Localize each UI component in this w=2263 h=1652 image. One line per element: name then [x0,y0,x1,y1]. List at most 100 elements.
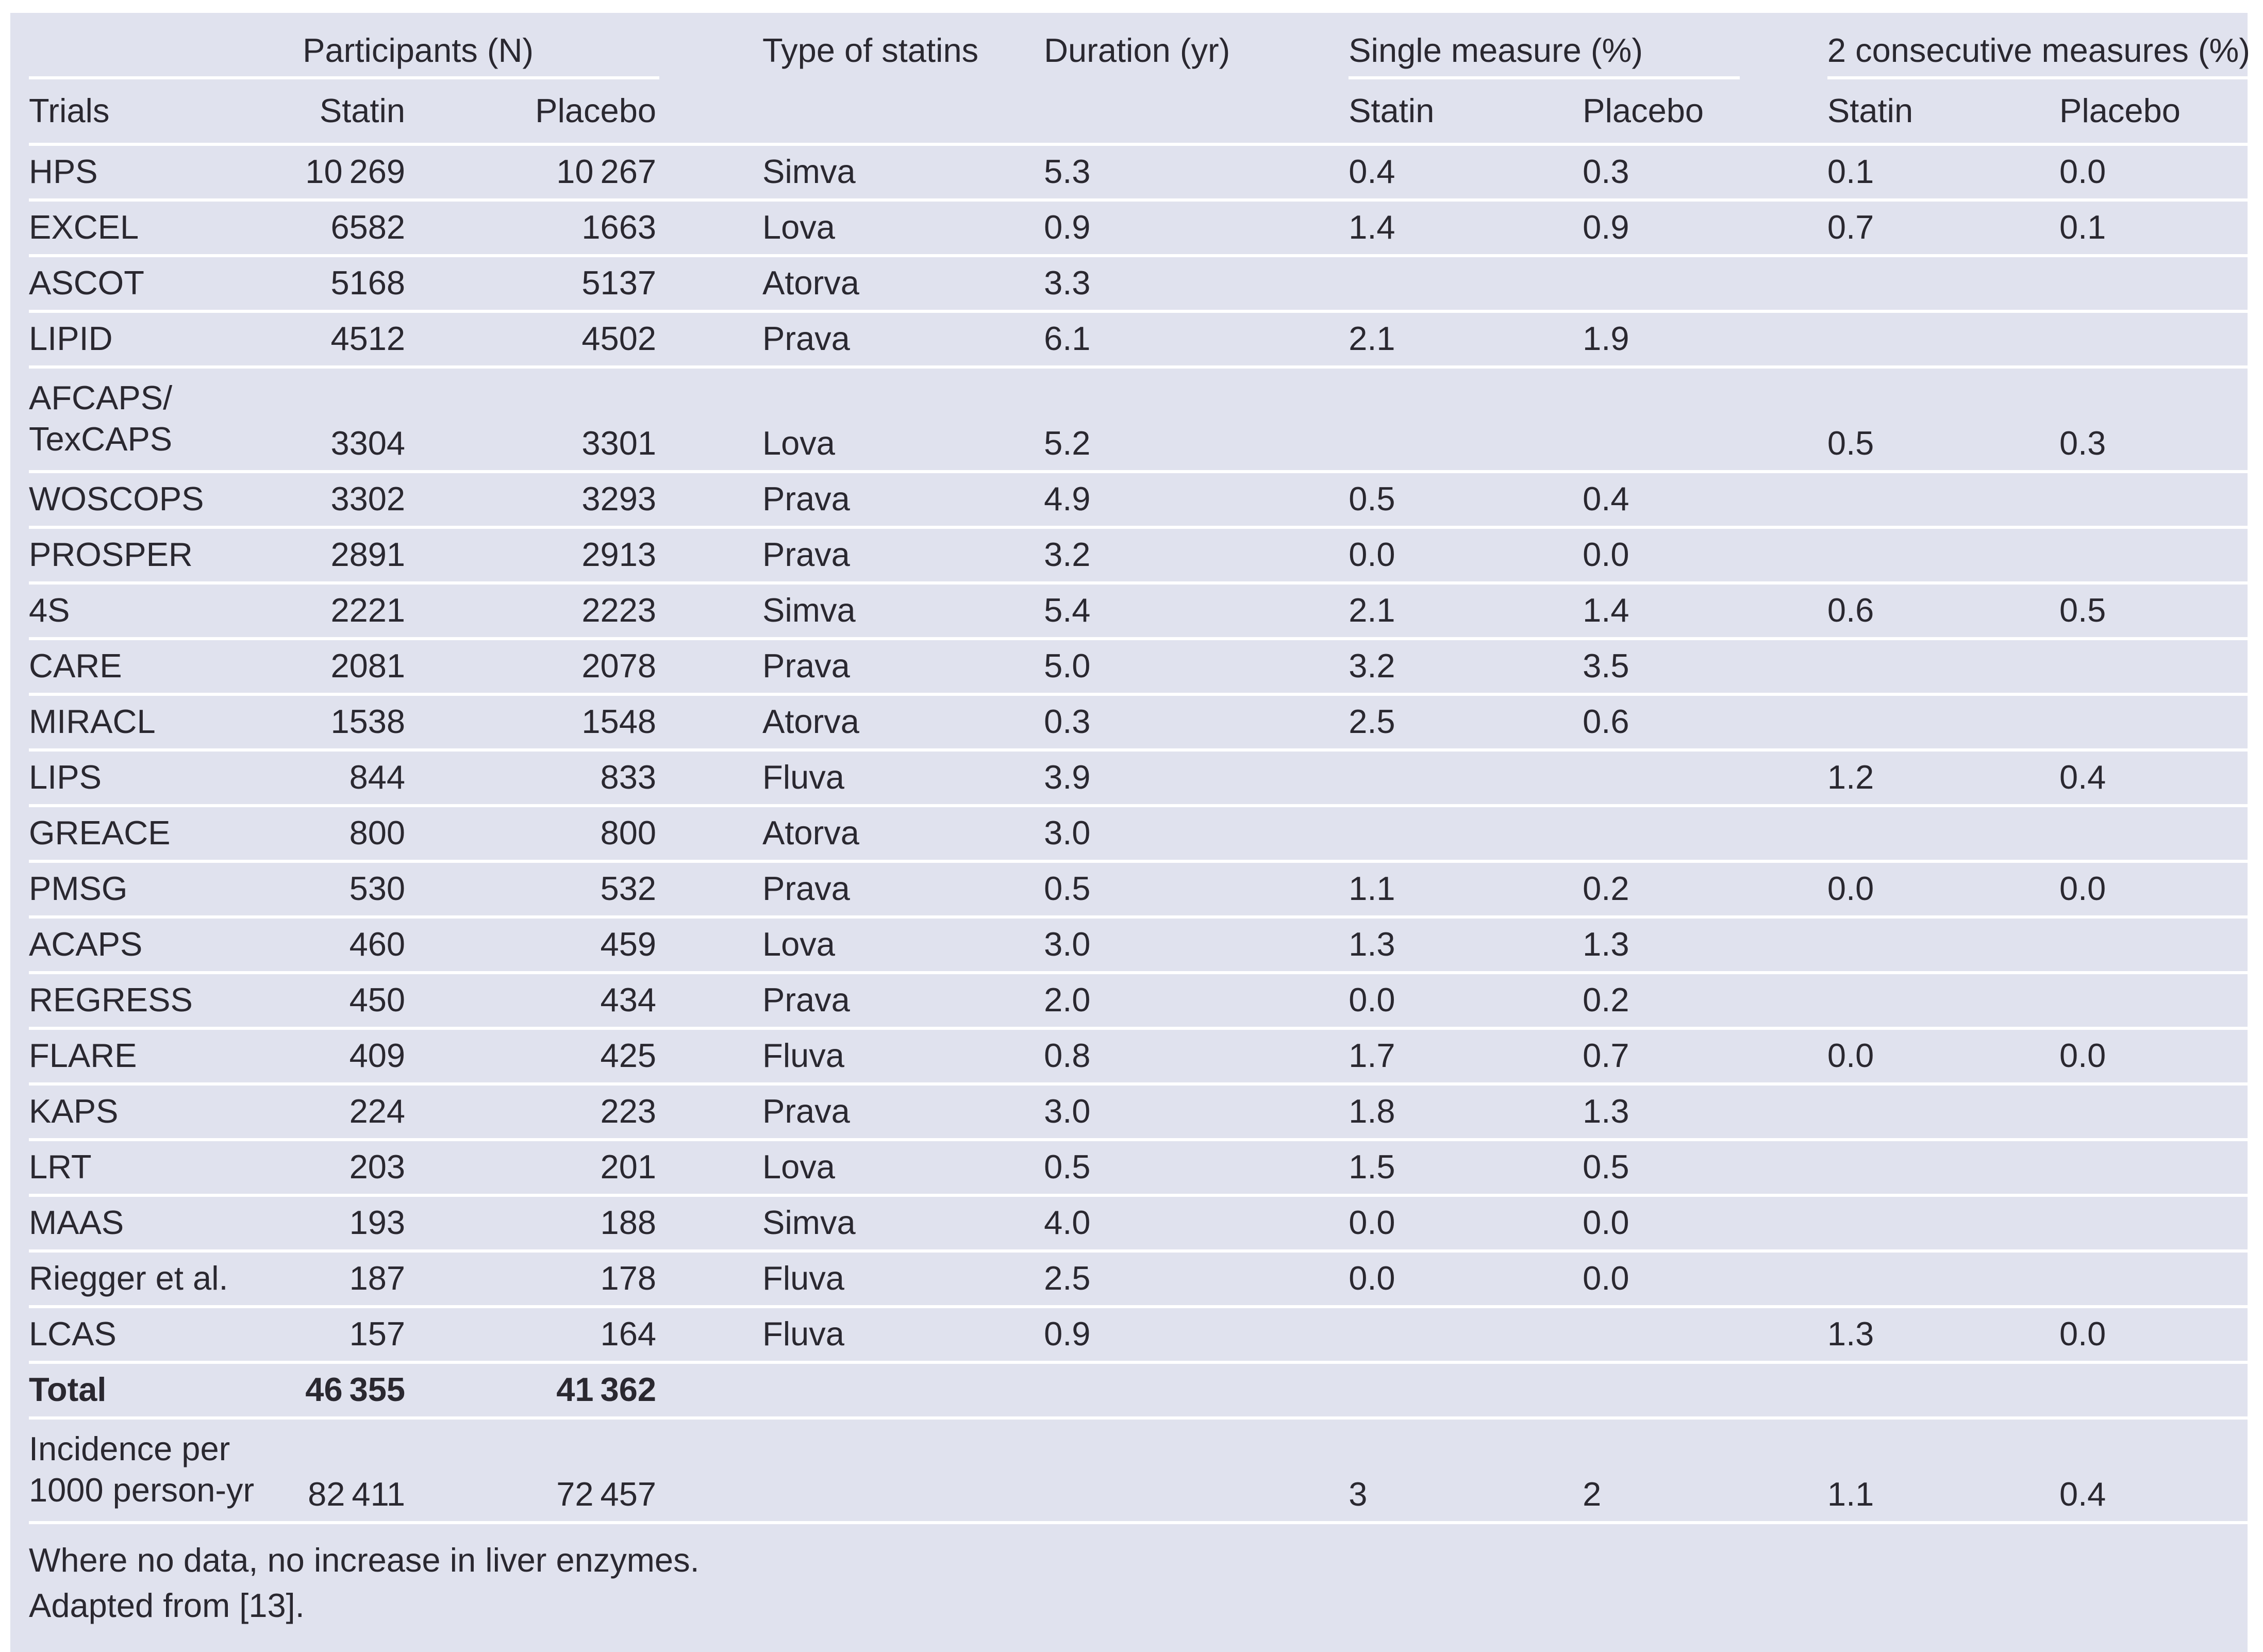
trial-name: LIPID [29,320,113,357]
consecutive-measures-placebo [2049,1197,2248,1249]
participants-statin: 187 [349,1259,406,1297]
table-row: Total 46 355 41 362 [10,1364,2248,1416]
duration-years: 5.0 [1044,647,1091,685]
trial-name: WOSCOPS [29,480,204,518]
participants-placebo: 3301 [581,424,656,462]
statin-type: Prava [762,480,850,518]
consecutive-measures-statin [1817,1364,2049,1416]
row-separator [10,470,2248,473]
duration-years: 4.9 [1044,480,1091,518]
table-row: PMSG 530 532 Prava 0.5 1.1 0.2 0.0 0.0 [10,863,2248,915]
row-separator-bar [29,365,2248,369]
single-measure-statin: 0.4 [1349,153,1395,190]
consecutive-measures-statin: 0.0 [1827,1037,1874,1074]
consecutive-measures-placebo: 0.4 [2059,1475,2106,1513]
consecutive-measures-placebo [2049,473,2248,526]
trial-name: FLARE [29,1037,137,1074]
consecutive-measures-placebo: 0.4 [2059,758,2106,796]
consecutive-measures-statin: 0.6 [1827,591,1874,629]
consecutive-measures-placebo: 0.0 [2059,1037,2106,1074]
row-separator-bar [29,526,2248,529]
trial-name: HPS [29,153,98,190]
row-separator [10,915,2248,919]
participants-statin: 530 [349,870,406,907]
participants-statin: 1538 [330,703,406,740]
footnote-no-data: Where no data, no increase in liver enzy… [29,1541,700,1579]
row-separator-bar [29,198,2248,202]
single-measure-placebo: 3.5 [1583,647,1629,685]
single-measure-statin: 2.5 [1349,703,1395,740]
row-separator [10,804,2248,807]
consecutive-measures-statin: 0.0 [1827,870,1874,907]
statin-type: Fluva [762,758,844,796]
trial-name: PROSPER [29,536,193,573]
trial-name: ASCOT [29,264,144,302]
table-row: Riegger et al. 187 178 Fluva 2.5 0.0 0.0 [10,1253,2248,1305]
participants-placebo: 3293 [581,480,656,518]
participants-placebo: 1548 [581,703,656,740]
row-separator [10,1305,2248,1308]
statin-type: Atorva [762,814,859,852]
single-measure-placebo [1572,1308,1817,1361]
consecutive-measures-placebo [2049,1141,2248,1194]
single-measure-placebo: 1.3 [1583,925,1629,963]
table-row: KAPS 224 223 Prava 3.0 1.8 1.3 [10,1086,2248,1138]
statin-type: Prava [762,647,850,685]
trial-name: REGRESS [29,981,193,1019]
row-separator-bar [29,1305,2248,1308]
single-measure-statin: 0.0 [1349,981,1395,1019]
header-group-row: Participants (N) Type of statins Duratio… [10,13,2250,76]
table-body: HPS 10 269 10 267 Simva 5.3 0.4 0.3 0.1 0.0 EXCEL… [10,146,2248,1521]
participants-statin: 6582 [330,208,406,246]
table-row: GREACE 800 800 Atorva 3.0 [10,807,2248,860]
duration-years: 2.5 [1044,1259,1091,1297]
participants-placebo: 2913 [581,536,656,573]
row-separator-bar [29,1194,2248,1197]
row-separator [10,693,2248,696]
consecutive-measures-placebo: 0.1 [2059,208,2106,246]
duration-years: 3.0 [1044,925,1091,963]
consecutive-measures-statin: 1.3 [1827,1315,1874,1353]
single-measure-statin [1338,807,1572,860]
single-measure-placebo: 1.4 [1583,591,1629,629]
trial-name: 4S [29,591,70,629]
duration-years: 0.9 [1044,208,1091,246]
statin-type: Lova [762,424,835,462]
row-separator [10,860,2248,863]
consecutive-underline [1827,76,2248,79]
consecutive-measures-placebo [2049,1086,2248,1138]
trial-name: KAPS [29,1092,119,1130]
participants-placebo: 1663 [581,208,656,246]
row-separator [10,1361,2248,1364]
consecutive-measures-placebo: 0.0 [2059,1315,2106,1353]
consecutive-measures-statin: 0.1 [1827,153,1874,190]
duration-years [1034,1364,1338,1416]
statin-type: Atorva [762,703,859,740]
trial-name: MIRACL [29,703,156,740]
single-measure-statin: 1.5 [1349,1148,1395,1186]
participants-placebo: 223 [600,1092,656,1130]
statin-type: Simva [762,1204,856,1241]
statin-type: Lova [762,1148,835,1186]
duration-years: 5.2 [1044,424,1091,462]
single-measure-placebo [1572,257,1817,310]
duration-years: 3.0 [1044,814,1091,852]
consecutive-measures-statin: 0.5 [1827,424,1874,462]
duration-years: 0.8 [1044,1037,1091,1074]
consecutive-measures-statin: 1.2 [1827,758,1874,796]
statin-type [659,1364,1034,1416]
consecutive-measures-placebo: 0.0 [2059,153,2106,190]
single-measure-statin: 3 [1349,1475,1368,1513]
participants-statin: 3302 [330,480,406,518]
participants-placebo: 800 [600,814,656,852]
participants-statin: 193 [349,1204,406,1241]
participants-statin: 2891 [330,536,406,573]
statin-type: Simva [762,591,856,629]
participants-placebo: 434 [600,981,656,1019]
row-separator-bar [29,470,2248,473]
single-measure-underline [1349,76,1740,79]
participants-placebo: 2078 [581,647,656,685]
consecutive-measures-placebo [2049,696,2248,748]
table-row: PROSPER 2891 2913 Prava 3.2 0.0 0.0 [10,529,2248,581]
single-measure-placebo-header: Placebo [1583,92,1704,129]
